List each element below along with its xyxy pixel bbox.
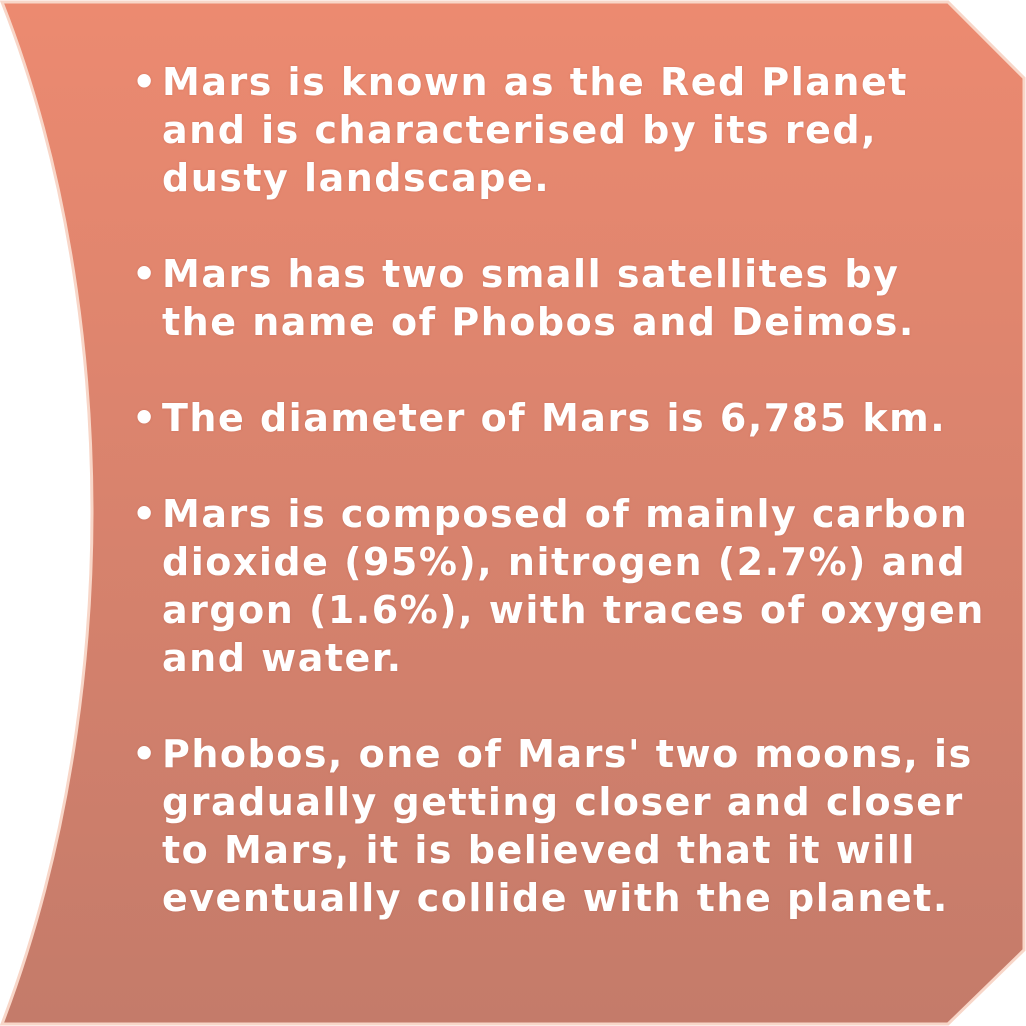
fact-text: Mars is known as the Red Planet and is c… [162,60,908,200]
fact-text: Phobos, one of Mars' two moons, is gradu… [162,732,973,920]
fact-item: • The diameter of Mars is 6,785 km. [128,394,988,442]
fact-item: • Mars is known as the Red Planet and is… [128,58,988,202]
fact-item: • Phobos, one of Mars' two moons, is gra… [128,730,988,922]
fact-text: Mars is composed of mainly carbon dioxid… [162,492,985,680]
bullet-dot: • [132,60,158,104]
fact-text: The diameter of Mars is 6,785 km. [162,396,947,440]
bullet-dot: • [132,396,158,440]
bullet-dot: • [132,732,158,776]
fact-item: • Mars is composed of mainly carbon diox… [128,490,988,682]
bullet-dot: • [132,252,158,296]
fact-text: Mars has two small satellites by the nam… [162,252,915,344]
fact-item: • Mars has two small satellites by the n… [128,250,988,346]
facts-list: • Mars is known as the Red Planet and is… [128,58,988,922]
bullet-dot: • [132,492,158,536]
